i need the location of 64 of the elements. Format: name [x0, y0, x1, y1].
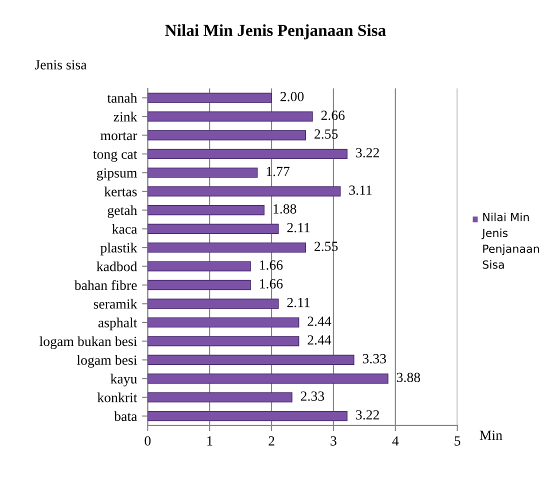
data-label: 2.44 [308, 316, 332, 326]
y-tick-label: tong cat [93, 150, 138, 162]
y-tick-label: kertas [104, 186, 137, 196]
data-label: 3.22 [356, 148, 379, 158]
bar [148, 168, 258, 178]
data-label: 3.88 [396, 372, 420, 382]
y-tick-label: zink [114, 112, 138, 122]
bar [148, 148, 348, 160]
data-label: 3.22 [356, 410, 379, 420]
y-axis-title: Jenis sisa [35, 60, 87, 70]
y-tick-label: bata [114, 411, 138, 422]
y-tick-label: logam besi [76, 355, 137, 368]
y-tick-label: logam bukan besi [40, 336, 137, 349]
y-tick-label: konkrit [97, 392, 138, 402]
data-label: 2.00 [280, 92, 304, 102]
bar [148, 336, 300, 346]
y-tick-label: kaca [112, 224, 138, 234]
y-tick-label: bahan fibre [74, 280, 137, 290]
bar [148, 354, 354, 365]
data-label: 1.66 [260, 279, 283, 289]
bar [148, 392, 292, 402]
bar [148, 317, 300, 328]
bar [148, 280, 251, 290]
y-tick-label: tanah [107, 92, 138, 103]
data-label: 2.33 [300, 391, 324, 401]
bar [148, 410, 348, 422]
bar [148, 261, 251, 272]
y-tick-label: kayu [110, 374, 138, 386]
x-tick-label: 1 [207, 436, 212, 446]
data-label: 1.88 [274, 204, 296, 214]
data-label: 1.77 [266, 166, 290, 176]
bar [148, 205, 265, 216]
bar [148, 224, 279, 234]
data-label: 2.11 [287, 222, 310, 232]
y-tick-label: getah [108, 205, 138, 218]
bar [148, 186, 341, 196]
bar [148, 111, 313, 122]
x-tick-label: 3 [330, 436, 336, 446]
y-tick-label: kadbod [96, 261, 138, 272]
data-label: 3.33 [362, 354, 386, 364]
bar [148, 298, 279, 309]
data-label: 2.11 [287, 298, 310, 308]
data-label: 2.55 [314, 129, 338, 139]
y-tick-label: asphalt [98, 318, 138, 330]
x-tick-label: 0 [144, 436, 151, 446]
bar [148, 92, 272, 103]
data-label: 2.44 [308, 335, 332, 345]
y-tick-label: plastik [100, 242, 138, 256]
bar [148, 242, 306, 253]
chart-title: Nilai Min Jenis Penjanaan Sisa [165, 24, 386, 40]
x-tick-label: 5 [454, 436, 460, 446]
data-label: 3.11 [349, 186, 372, 195]
data-label: 2.55 [314, 242, 338, 252]
legend-label: Nilai Min Jenis Penjanaan Sisa [482, 212, 539, 269]
y-tick-label: mortar [100, 132, 138, 140]
y-tick-label: gipsum [96, 168, 138, 180]
x-tick-label: 2 [268, 436, 274, 446]
bar [148, 374, 388, 384]
bar [148, 130, 306, 140]
x-tick-label: 4 [392, 436, 399, 446]
x-axis-title: Min [480, 430, 502, 440]
y-tick-label: seramik [94, 298, 138, 309]
data-label: 2.66 [321, 110, 345, 120]
data-label: 1.66 [260, 260, 283, 270]
